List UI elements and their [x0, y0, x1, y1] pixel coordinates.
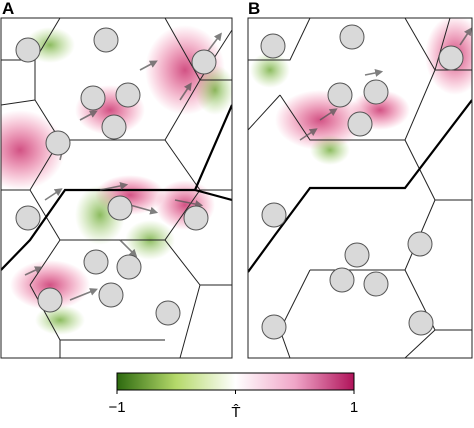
- panel-b: [248, 18, 472, 358]
- panel-label: A: [2, 0, 14, 18]
- panel-label: B: [248, 0, 260, 18]
- panel-frame: [0, 17, 233, 359]
- arrows: [24, 32, 222, 301]
- particles: [15, 27, 217, 326]
- colorbar: [116, 372, 355, 391]
- particles: [260, 24, 464, 340]
- colorbar-tick-label: −1: [108, 399, 125, 416]
- colorbar-label: T̂: [231, 404, 240, 421]
- colorbar-tick-label: 1: [350, 399, 358, 416]
- arrows: [299, 27, 472, 141]
- panel-a: [1, 18, 232, 358]
- panel-frame: [247, 17, 473, 359]
